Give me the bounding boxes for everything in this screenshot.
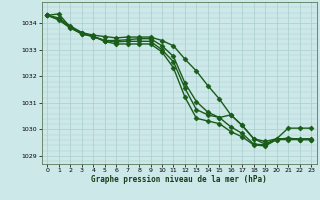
X-axis label: Graphe pression niveau de la mer (hPa): Graphe pression niveau de la mer (hPa) [91, 175, 267, 184]
